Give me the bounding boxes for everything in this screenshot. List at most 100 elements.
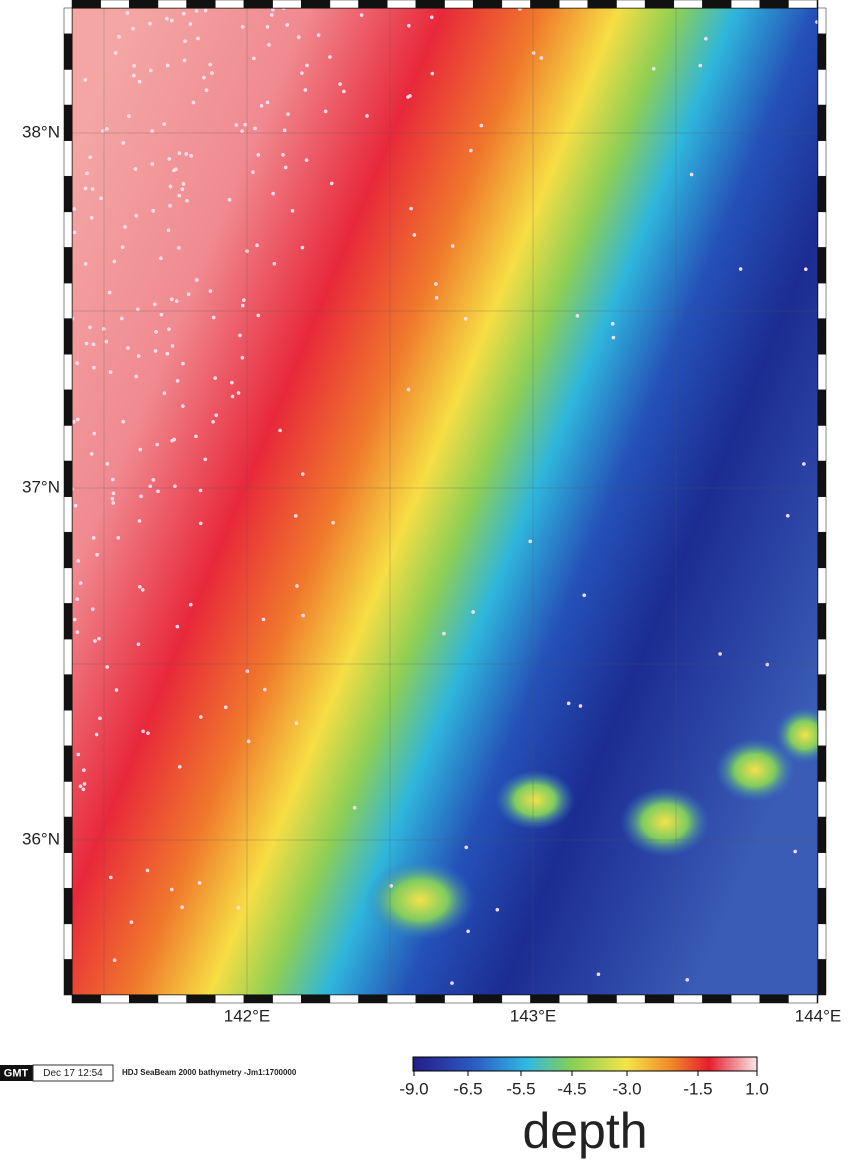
sounding (317, 34, 320, 37)
frame-segment (244, 0, 273, 8)
sounding (168, 204, 171, 207)
sounding (365, 114, 368, 117)
frame-segment (64, 710, 72, 746)
sounding (167, 229, 170, 232)
lon-label: 142°E (224, 1006, 271, 1025)
frame-segment (64, 141, 72, 177)
sounding (175, 300, 178, 303)
stamp-date: Dec 17 12:54 (43, 1068, 103, 1079)
sounding (178, 152, 181, 155)
sounding (159, 257, 162, 260)
sounding (331, 521, 334, 524)
sounding (138, 585, 141, 588)
sounding (241, 304, 244, 307)
sounding (189, 22, 192, 25)
frame-segment (64, 247, 72, 283)
sounding (168, 157, 171, 160)
sounding (74, 504, 77, 507)
sounding (330, 182, 333, 185)
sounding (122, 420, 125, 423)
frame-segment (818, 603, 826, 639)
frame-segment (64, 959, 72, 995)
map-figure: 38°N37°N36°N142°E143°E144°E GMT Dec 17 1… (0, 0, 850, 1166)
frame-segment (818, 568, 826, 604)
sounding (704, 37, 707, 40)
sounding (136, 308, 139, 311)
sounding (181, 362, 184, 365)
sounding (286, 23, 289, 26)
frame-segment (215, 0, 244, 8)
frame-segment (64, 425, 72, 461)
frame-segment (818, 105, 826, 141)
sounding (263, 688, 266, 691)
bathymetry (71, 0, 835, 995)
frame-segment (64, 8, 72, 34)
sounding (202, 76, 205, 79)
frame-segment (645, 995, 674, 1003)
colorbar-tick-label: -1.5 (683, 1079, 712, 1098)
sounding (270, 13, 273, 16)
sounding (139, 495, 142, 498)
sounding (142, 730, 145, 733)
frame-segment (64, 69, 72, 105)
frame-segment (64, 390, 72, 426)
sounding (195, 9, 198, 12)
frame-segment (473, 0, 502, 8)
frame-segment (818, 746, 826, 782)
frame-segment (531, 995, 560, 1003)
frame-segment (818, 924, 826, 960)
sounding (181, 906, 184, 909)
sounding (305, 159, 308, 162)
colorbar-ticks: -9.0-6.5-5.5-4.5-3.0-1.51.0 (399, 1071, 768, 1098)
frame-segment (273, 0, 302, 8)
sounding (165, 17, 168, 20)
sounding (112, 501, 115, 504)
sounding (131, 27, 134, 30)
frame-segment (101, 995, 130, 1003)
sounding (235, 123, 238, 126)
sounding (148, 22, 151, 25)
frame-segment (559, 995, 588, 1003)
sounding (185, 199, 188, 202)
sounding (105, 127, 108, 130)
colorbar-tick-label: -4.5 (557, 1079, 586, 1098)
frame-segment (760, 995, 789, 1003)
sounding (160, 313, 163, 316)
sounding (802, 462, 805, 465)
sounding (93, 432, 96, 435)
frame-segment (559, 0, 588, 8)
sounding (72, 420, 75, 423)
sounding (112, 492, 115, 495)
frame-segment (64, 176, 72, 212)
sounding (719, 652, 722, 655)
frame-segment (818, 461, 826, 497)
sounding (176, 625, 179, 628)
sounding (106, 462, 109, 465)
sounding (295, 584, 298, 587)
sounding (281, 153, 284, 156)
sounding (154, 349, 157, 352)
sounding (224, 706, 227, 709)
sounding (146, 869, 149, 872)
frame-segment (818, 8, 826, 34)
lon-label: 143°E (510, 1006, 557, 1025)
sounding (167, 328, 170, 331)
sounding (540, 56, 543, 59)
frame-segment (273, 995, 302, 1003)
sounding (210, 71, 213, 74)
sounding (151, 162, 154, 165)
sounding (189, 603, 192, 606)
sounding (138, 519, 141, 522)
frame-segment (129, 995, 158, 1003)
sounding (612, 336, 615, 339)
frame-segment (64, 568, 72, 604)
sounding (149, 69, 152, 72)
sounding (181, 405, 184, 408)
sounding (149, 485, 152, 488)
frame-segment (617, 995, 646, 1003)
sounding (212, 316, 215, 319)
sounding (192, 101, 195, 104)
sounding (82, 788, 85, 791)
frame-segment (72, 995, 101, 1003)
sounding (91, 608, 94, 611)
